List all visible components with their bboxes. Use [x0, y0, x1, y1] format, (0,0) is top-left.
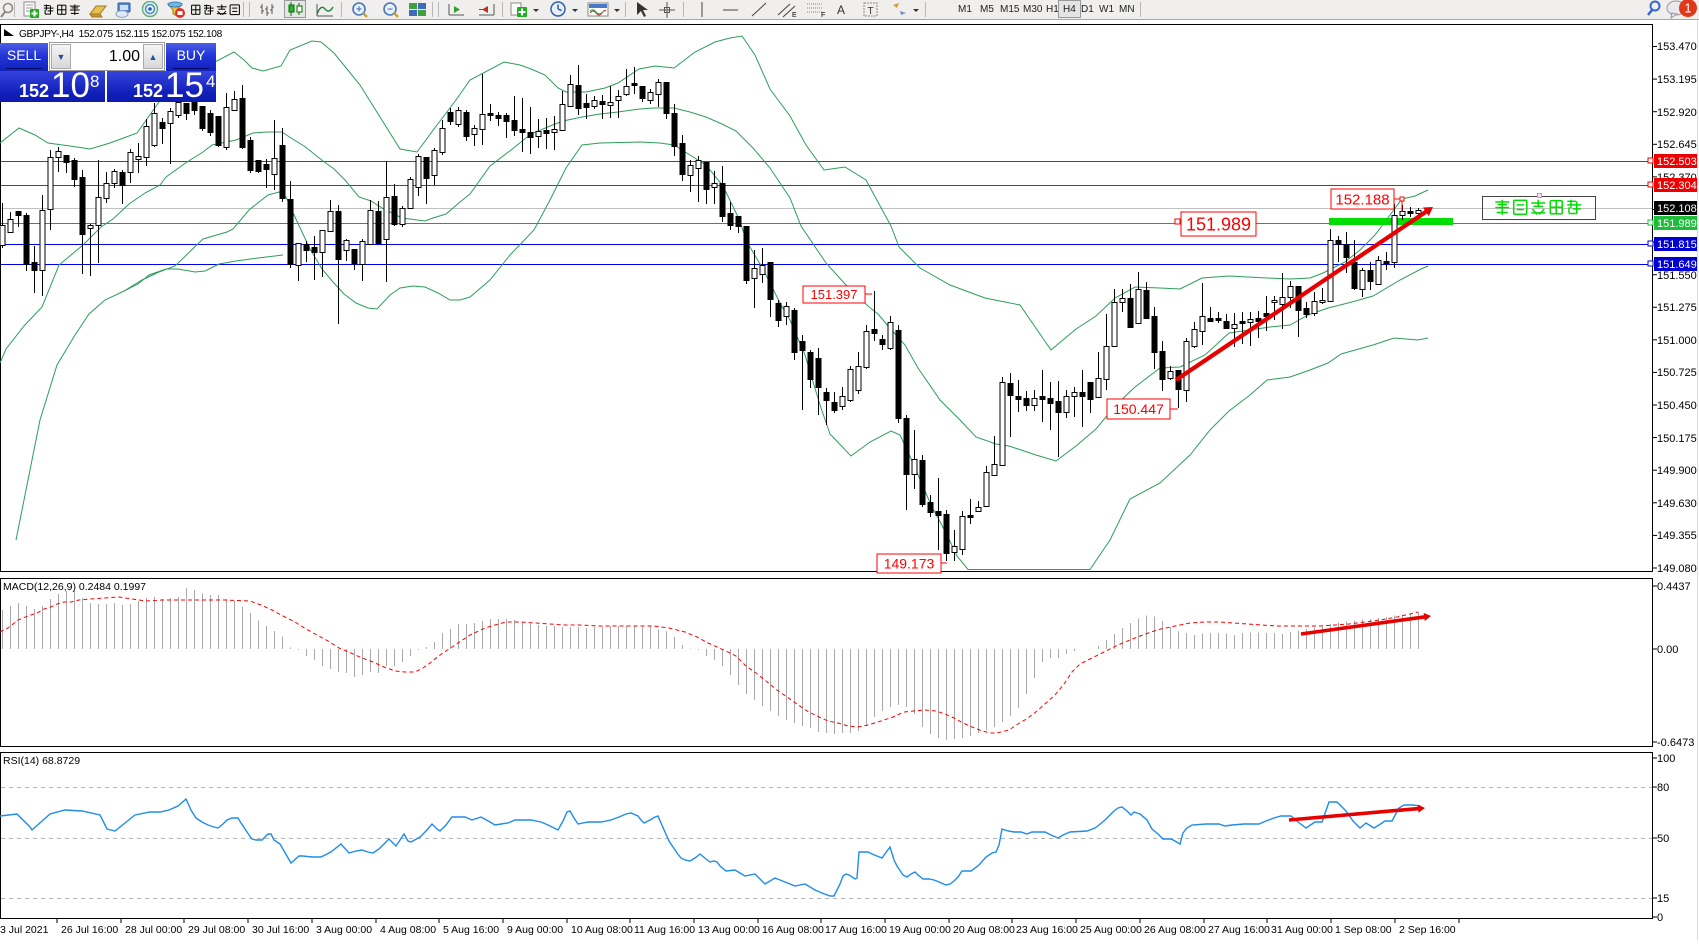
svg-text:1 Sep 08:00: 1 Sep 08:00 — [1335, 924, 1392, 936]
svg-text:GBPJPY-,H4 152.075 152.115 15: GBPJPY-,H4 152.075 152.115 152.075 152.1… — [19, 29, 223, 40]
svg-text:23 Aug 16:00: 23 Aug 16:00 — [1016, 924, 1078, 936]
svg-text:0.4437: 0.4437 — [1657, 581, 1691, 593]
svg-text:4 Aug 08:00: 4 Aug 08:00 — [380, 924, 436, 936]
svg-text:RSI(14) 68.8729: RSI(14) 68.8729 — [3, 755, 80, 767]
svg-text:80: 80 — [1657, 782, 1669, 794]
svg-text:153.470: 153.470 — [1657, 41, 1697, 53]
svg-text:25 Aug 00:00: 25 Aug 00:00 — [1080, 924, 1142, 936]
svg-text:0.00: 0.00 — [1657, 644, 1678, 656]
svg-text:3 Jul 2021: 3 Jul 2021 — [0, 924, 49, 936]
svg-text:+: + — [356, 5, 362, 16]
svg-text:-0.6473: -0.6473 — [1657, 737, 1694, 749]
svg-text:152.645: 152.645 — [1657, 139, 1697, 151]
svg-text:151.000: 151.000 — [1657, 335, 1697, 347]
svg-text:150.725: 150.725 — [1657, 367, 1697, 379]
svg-text:2 Sep 16:00: 2 Sep 16:00 — [1399, 924, 1456, 936]
svg-text:11 Aug 16:00: 11 Aug 16:00 — [634, 924, 695, 936]
svg-text:151.397: 151.397 — [811, 287, 858, 302]
svg-text:30 Jul 16:00: 30 Jul 16:00 — [252, 924, 309, 936]
svg-text:149.080: 149.080 — [1657, 563, 1697, 575]
svg-text:151.550: 151.550 — [1657, 270, 1697, 282]
svg-text:5 Aug 16:00: 5 Aug 16:00 — [443, 924, 499, 936]
svg-text:151.815: 151.815 — [1657, 239, 1697, 251]
svg-text:26 Jul 16:00: 26 Jul 16:00 — [61, 924, 118, 936]
svg-text:50: 50 — [1657, 833, 1669, 845]
svg-text:31 Aug 00:00: 31 Aug 00:00 — [1271, 924, 1333, 936]
svg-text:152.503: 152.503 — [1657, 156, 1697, 168]
svg-text:151.989: 151.989 — [1186, 215, 1251, 235]
svg-text:20 Aug 08:00: 20 Aug 08:00 — [953, 924, 1015, 936]
svg-text:152.108: 152.108 — [1657, 203, 1697, 215]
svg-text:17 Aug 16:00: 17 Aug 16:00 — [825, 924, 887, 936]
svg-text:28 Jul 00:00: 28 Jul 00:00 — [125, 924, 182, 936]
svg-text:13 Aug 00:00: 13 Aug 00:00 — [698, 924, 760, 936]
svg-text:149.355: 149.355 — [1657, 530, 1697, 542]
svg-text:15: 15 — [1657, 893, 1669, 905]
svg-text:F: F — [821, 12, 825, 19]
svg-text:9 Aug 00:00: 9 Aug 00:00 — [507, 924, 563, 936]
svg-text:E: E — [792, 12, 797, 19]
svg-text:151.275: 151.275 — [1657, 302, 1697, 314]
svg-text:26 Aug 08:00: 26 Aug 08:00 — [1144, 924, 1206, 936]
svg-text:3 Aug 00:00: 3 Aug 00:00 — [316, 924, 372, 936]
svg-text:0: 0 — [1657, 912, 1663, 924]
svg-text:1: 1 — [1684, 1, 1691, 16]
svg-text:29 Jul 08:00: 29 Jul 08:00 — [188, 924, 245, 936]
svg-text:151.649: 151.649 — [1657, 259, 1697, 271]
svg-text:153.195: 153.195 — [1657, 74, 1697, 86]
svg-text:150.450: 150.450 — [1657, 400, 1697, 412]
svg-text:152.304: 152.304 — [1657, 180, 1697, 192]
svg-text:MACD(12,26,9) 0.2484 0.1997: MACD(12,26,9) 0.2484 0.1997 — [3, 581, 146, 593]
svg-text:152.188: 152.188 — [1335, 191, 1389, 208]
svg-text:150.447: 150.447 — [1113, 401, 1164, 417]
svg-text:152.920: 152.920 — [1657, 107, 1697, 119]
svg-text:100: 100 — [1657, 753, 1675, 765]
svg-text:−: − — [387, 5, 393, 16]
svg-text:151.989: 151.989 — [1657, 218, 1697, 230]
svg-text:149.173: 149.173 — [884, 556, 935, 572]
svg-text:149.630: 149.630 — [1657, 498, 1697, 510]
svg-text:149.900: 149.900 — [1657, 465, 1697, 477]
svg-text:10 Aug 08:00: 10 Aug 08:00 — [571, 924, 633, 936]
svg-text:19 Aug 00:00: 19 Aug 00:00 — [889, 924, 951, 936]
svg-text:16 Aug 08:00: 16 Aug 08:00 — [762, 924, 824, 936]
svg-text:150.175: 150.175 — [1657, 433, 1697, 445]
svg-text:27 Aug 16:00: 27 Aug 16:00 — [1208, 924, 1270, 936]
svg-text:T: T — [867, 6, 873, 17]
